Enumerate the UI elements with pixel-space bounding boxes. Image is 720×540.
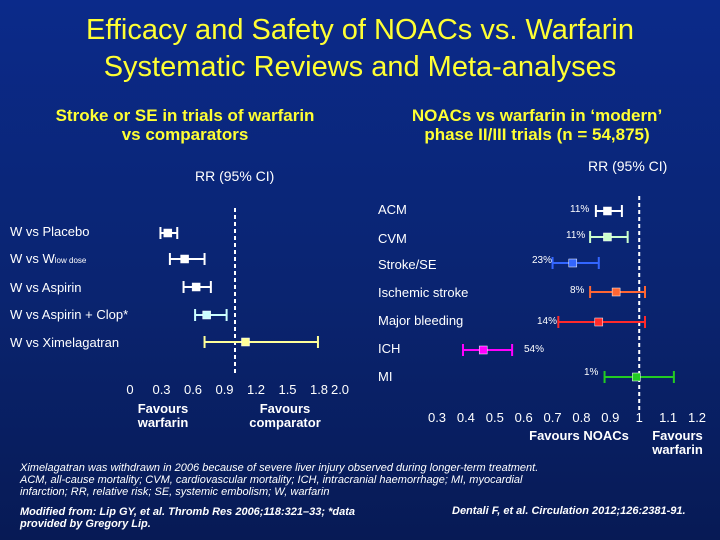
left-favours-comparator: Favours comparator bbox=[240, 402, 330, 430]
point-estimate bbox=[478, 345, 488, 355]
favours-text: comparator bbox=[249, 415, 321, 430]
left-row-label-sub: low dose bbox=[54, 256, 87, 265]
x-tick-label: 0.9 bbox=[601, 410, 620, 425]
pct-label: 11% bbox=[570, 204, 590, 215]
left-row-label: W vs Placebo bbox=[10, 224, 90, 239]
footnote-line: Ximelagatran was withdrawn in 2006 becau… bbox=[20, 462, 539, 474]
left-panel-heading: Stroke or SE in trials of warfarin vs co… bbox=[20, 106, 350, 144]
left-row-label: W vs Ximelagatran bbox=[10, 335, 120, 350]
source-left: Modified from: Lip GY, et al. Thromb Res… bbox=[20, 506, 355, 530]
point-estimate bbox=[603, 206, 612, 216]
right-heading-line1: NOACs vs warfarin in ‘modern’ bbox=[411, 106, 663, 125]
point-estimate bbox=[611, 287, 621, 297]
right-rr-label: RR (95% CI) bbox=[588, 158, 668, 174]
source-line: Modified from: Lip GY, et al. Thromb Res… bbox=[20, 506, 355, 518]
right-row-label: ACM bbox=[378, 202, 407, 217]
pct-label: 23% bbox=[532, 255, 553, 266]
x-tick-label: 0.3 bbox=[427, 410, 447, 425]
left-favours-warfarin: Favours warfarin bbox=[128, 402, 198, 430]
pct-label: 11% bbox=[566, 230, 586, 241]
x-tick-label: 1.2 bbox=[687, 410, 707, 425]
favours-text: Favours bbox=[652, 428, 703, 443]
footnote-line: ACM, all-cause mortality; CVM, cardiovas… bbox=[20, 474, 523, 486]
favours-text: Favours bbox=[259, 401, 311, 416]
right-row-label: Stroke/SE bbox=[378, 257, 437, 272]
slide-title-line2: Systematic Reviews and Meta-analyses bbox=[103, 51, 617, 83]
x-tick-label: 0.9 bbox=[215, 382, 234, 397]
x-tick-label: 0.6 bbox=[514, 410, 533, 425]
point-estimate bbox=[241, 337, 250, 347]
x-tick-label: 1 bbox=[635, 410, 643, 425]
x-tick-label: 1.2 bbox=[246, 382, 266, 397]
pct-label: 54% bbox=[524, 344, 545, 355]
x-tick-label: 0.3 bbox=[152, 382, 171, 397]
x-tick-label: 0.7 bbox=[543, 410, 562, 425]
left-heading-line2: vs comparators bbox=[121, 125, 249, 144]
favours-text: Favours bbox=[137, 401, 189, 416]
left-row-label: W vs Wlow dose bbox=[10, 251, 86, 266]
pct-label: 14% bbox=[537, 316, 558, 327]
right-row-label: MI bbox=[378, 369, 393, 384]
x-tick-label: 0.4 bbox=[456, 410, 475, 425]
point-estimate bbox=[594, 317, 604, 327]
left-row-label: W vs Aspirin bbox=[10, 280, 82, 295]
x-tick-label: 1.5 bbox=[278, 382, 297, 397]
right-row-label: ICH bbox=[378, 341, 401, 356]
right-heading-line2: phase II/III trials (n = 54,875) bbox=[424, 125, 650, 144]
x-tick-label: 1.8 bbox=[309, 382, 329, 397]
point-estimate bbox=[568, 258, 578, 268]
left-forest-plot bbox=[159, 208, 319, 376]
point-estimate bbox=[180, 254, 189, 264]
x-tick-label: 0.6 bbox=[183, 382, 203, 397]
x-tick-label: 0.5 bbox=[485, 410, 504, 425]
left-row-label: W vs Aspirin + Clop* bbox=[10, 307, 129, 322]
pct-label: 1% bbox=[584, 367, 599, 378]
point-estimate bbox=[603, 232, 612, 242]
point-estimate bbox=[191, 282, 201, 292]
right-favours-noacs: Favours NOACs bbox=[529, 428, 629, 443]
right-forest-plot bbox=[462, 196, 675, 410]
x-tick-label: 0.8 bbox=[572, 410, 591, 425]
right-row-label: Ischemic stroke bbox=[378, 285, 469, 300]
left-heading-line1: Stroke or SE in trials of warfarin bbox=[55, 106, 315, 125]
pct-label: 8% bbox=[570, 285, 585, 296]
x-tick-label: 1.1 bbox=[659, 410, 678, 425]
x-tick-label: 2.0 bbox=[330, 382, 350, 397]
point-estimate bbox=[632, 372, 641, 382]
right-panel-heading: NOACs vs warfarin in ‘modern’ phase II/I… bbox=[372, 106, 702, 144]
footnote-line: infarction; RR, relative risk; SE, syste… bbox=[20, 486, 330, 498]
point-estimate bbox=[202, 310, 211, 320]
right-row-label: CVM bbox=[378, 231, 407, 246]
slide-title-line1: Efficacy and Safety of NOACs vs. Warfari… bbox=[86, 14, 634, 46]
source-right: Dentali F, et al. Circulation 2012;126:2… bbox=[452, 505, 686, 517]
point-estimate bbox=[163, 228, 173, 238]
source-line: provided by Gregory Lip. bbox=[20, 518, 151, 530]
favours-text: warfarin bbox=[652, 442, 703, 457]
x-tick-label: 0 bbox=[126, 382, 134, 397]
right-favours-warfarin: Favours warfarin bbox=[640, 429, 715, 457]
left-row-label-main: W vs W bbox=[10, 251, 55, 266]
right-row-label: Major bleeding bbox=[378, 313, 464, 328]
footnote: Ximelagatran was withdrawn in 2006 becau… bbox=[20, 462, 538, 498]
left-rr-label: RR (95% CI) bbox=[195, 168, 275, 184]
favours-text: warfarin bbox=[137, 415, 189, 430]
